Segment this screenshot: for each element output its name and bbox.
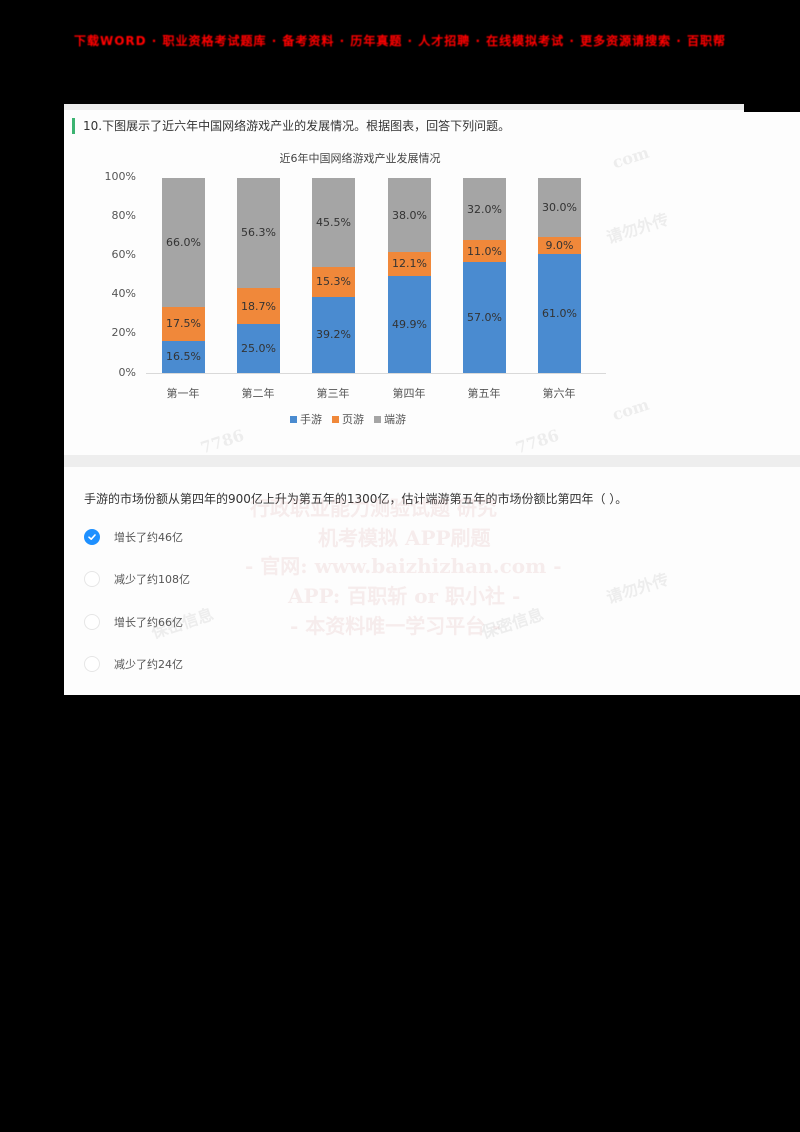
y-tick: 0% — [118, 366, 136, 379]
x-axis-line — [146, 373, 606, 374]
bar-segment: 57.0% — [463, 261, 506, 373]
x-tick-label: 第二年 — [241, 387, 275, 400]
y-tick: 100% — [104, 170, 136, 183]
option-d[interactable]: 减少了约24亿 — [84, 656, 183, 672]
header-banner: 下载WORD · 职业资格考试题库 · 备考资料 · 历年真题 · 人才招聘 ·… — [73, 34, 727, 48]
bar-segment: 11.0% — [463, 240, 506, 262]
stacked-bar: 57.0% 11.0% 32.0% — [463, 178, 506, 373]
x-tick-label: 第六年 — [542, 387, 576, 400]
bar-segment: 30.0% — [538, 178, 581, 237]
legend-swatch — [332, 415, 339, 423]
stacked-bar: 39.2% 15.3% 45.5% — [312, 178, 355, 373]
bar-segment: 66.0% — [162, 178, 205, 307]
legend-item-mobile: 手游 — [290, 411, 322, 427]
x-tick-label: 第五年 — [467, 387, 501, 400]
check-circle-icon[interactable] — [84, 529, 100, 545]
x-tick-label: 第三年 — [316, 387, 350, 400]
bar-segment: 15.3% — [312, 266, 355, 297]
stacked-bar: 61.0% 9.0% 30.0% — [538, 178, 581, 373]
question-card-extension — [744, 112, 800, 695]
x-tick-label: 第四年 — [392, 387, 426, 400]
question-text: 手游的市场份额从第四年的900亿上升为第五年的1300亿，估计端游第五年的市场份… — [84, 492, 628, 506]
chart-legend: 手游 页游 端游 — [290, 411, 406, 427]
stacked-bar: 16.5% 17.5% 66.0% — [162, 178, 205, 373]
y-tick: 60% — [111, 248, 136, 261]
stacked-bar: 25.0% 18.7% 56.3% — [237, 178, 280, 373]
option-label: 减少了约24亿 — [114, 658, 183, 671]
chart-title: 近6年中国网络游戏产业发展情况 — [279, 152, 441, 165]
legend-swatch — [374, 415, 381, 423]
bar-segment: 38.0% — [388, 178, 431, 253]
question-title: 10.下图展示了近六年中国网络游戏产业的发展情况。根据图表，回答下列问题。 — [72, 118, 510, 134]
legend-item-web: 页游 — [332, 411, 364, 427]
bar-segment: 17.5% — [162, 306, 205, 341]
x-tick-label: 第一年 — [166, 387, 200, 400]
legend-swatch — [290, 415, 297, 423]
bar-segment: 45.5% — [312, 178, 355, 267]
stacked-bar: 49.9% 12.1% 38.0% — [388, 178, 431, 373]
y-tick: 40% — [111, 287, 136, 300]
bar-segment: 32.0% — [463, 178, 506, 241]
bar-segment: 9.0% — [538, 236, 581, 255]
bar-segment: 39.2% — [312, 296, 355, 373]
bar-segment: 25.0% — [237, 324, 280, 373]
bar-segment: 61.0% — [538, 254, 581, 373]
legend-item-client: 端游 — [374, 411, 406, 427]
radio-circle-icon[interactable] — [84, 656, 100, 672]
radio-circle-icon[interactable] — [84, 571, 100, 587]
bar-segment: 18.7% — [237, 287, 280, 325]
y-tick: 80% — [111, 209, 136, 222]
bar-segment: 16.5% — [162, 340, 205, 373]
option-c[interactable]: 增长了约66亿 — [84, 614, 183, 630]
option-b[interactable]: 减少了约108亿 — [84, 571, 190, 587]
bar-segment: 49.9% — [388, 275, 431, 373]
radio-circle-icon[interactable] — [84, 614, 100, 630]
option-label: 增长了约66亿 — [114, 616, 183, 629]
card-top-border — [64, 104, 744, 110]
bar-segment: 56.3% — [237, 178, 280, 288]
section-divider — [64, 455, 800, 467]
y-tick: 20% — [111, 326, 136, 339]
option-a[interactable]: 增长了约46亿 — [84, 529, 183, 545]
bar-segment: 12.1% — [388, 252, 431, 276]
option-label: 减少了约108亿 — [114, 573, 190, 586]
option-label: 增长了约46亿 — [114, 531, 183, 544]
